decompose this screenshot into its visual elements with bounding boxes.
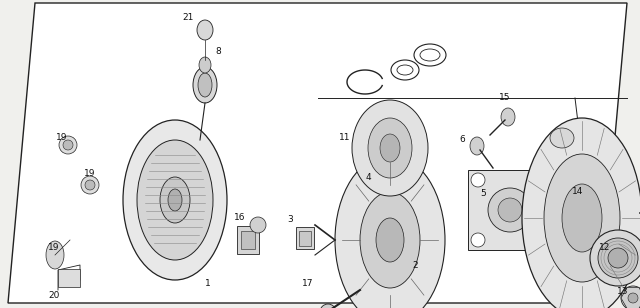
Ellipse shape: [123, 120, 227, 280]
Ellipse shape: [59, 136, 77, 154]
Text: 21: 21: [182, 14, 194, 22]
Ellipse shape: [471, 233, 485, 247]
Ellipse shape: [544, 154, 620, 282]
Ellipse shape: [360, 192, 420, 288]
Ellipse shape: [197, 20, 213, 40]
Text: 5: 5: [480, 188, 486, 197]
Polygon shape: [468, 170, 552, 250]
Ellipse shape: [626, 291, 640, 305]
Ellipse shape: [335, 155, 445, 308]
Ellipse shape: [368, 118, 412, 178]
Ellipse shape: [85, 180, 95, 190]
Text: 13: 13: [617, 287, 628, 297]
Ellipse shape: [527, 190, 583, 260]
Ellipse shape: [470, 137, 484, 155]
Ellipse shape: [352, 100, 428, 196]
Ellipse shape: [137, 140, 213, 260]
Ellipse shape: [566, 202, 574, 210]
Ellipse shape: [376, 218, 404, 262]
Ellipse shape: [590, 230, 640, 286]
Ellipse shape: [562, 184, 602, 252]
Ellipse shape: [621, 286, 640, 308]
FancyBboxPatch shape: [241, 231, 255, 249]
Text: 19: 19: [56, 133, 68, 143]
Text: 1: 1: [205, 278, 211, 287]
Text: 6: 6: [459, 136, 465, 144]
FancyBboxPatch shape: [58, 269, 80, 287]
Ellipse shape: [536, 202, 544, 210]
Ellipse shape: [81, 176, 99, 194]
Polygon shape: [8, 3, 627, 303]
Ellipse shape: [199, 57, 211, 73]
Text: 19: 19: [84, 168, 96, 177]
Ellipse shape: [539, 205, 571, 245]
Ellipse shape: [198, 73, 212, 97]
Text: 16: 16: [234, 213, 246, 222]
Ellipse shape: [168, 189, 182, 211]
Ellipse shape: [488, 188, 532, 232]
Text: 17: 17: [302, 278, 314, 287]
Text: 14: 14: [572, 188, 584, 197]
Ellipse shape: [250, 217, 266, 233]
Ellipse shape: [598, 238, 638, 278]
FancyBboxPatch shape: [299, 230, 311, 245]
Ellipse shape: [551, 194, 559, 202]
Ellipse shape: [471, 173, 485, 187]
Ellipse shape: [628, 293, 638, 303]
Text: 12: 12: [599, 244, 611, 253]
Text: 4: 4: [365, 173, 371, 183]
Ellipse shape: [380, 134, 400, 162]
Text: 15: 15: [499, 94, 511, 103]
Ellipse shape: [535, 233, 549, 247]
Ellipse shape: [548, 216, 562, 234]
Text: 19: 19: [48, 244, 60, 253]
Polygon shape: [621, 288, 640, 308]
Ellipse shape: [530, 221, 538, 229]
Ellipse shape: [550, 128, 574, 148]
Ellipse shape: [498, 198, 522, 222]
Ellipse shape: [63, 140, 73, 150]
Ellipse shape: [46, 241, 64, 269]
Text: 20: 20: [48, 290, 60, 299]
Ellipse shape: [193, 67, 217, 103]
Ellipse shape: [522, 118, 640, 308]
Ellipse shape: [608, 248, 628, 268]
Ellipse shape: [320, 304, 336, 308]
Ellipse shape: [536, 240, 544, 248]
Text: 3: 3: [287, 216, 293, 225]
FancyBboxPatch shape: [237, 226, 259, 254]
FancyBboxPatch shape: [296, 227, 314, 249]
Ellipse shape: [551, 248, 559, 256]
Ellipse shape: [160, 177, 190, 223]
Ellipse shape: [572, 221, 580, 229]
Text: 8: 8: [215, 47, 221, 56]
Ellipse shape: [501, 108, 515, 126]
Ellipse shape: [535, 173, 549, 187]
Ellipse shape: [566, 240, 574, 248]
Text: 2: 2: [412, 261, 418, 270]
Text: 11: 11: [339, 132, 351, 141]
